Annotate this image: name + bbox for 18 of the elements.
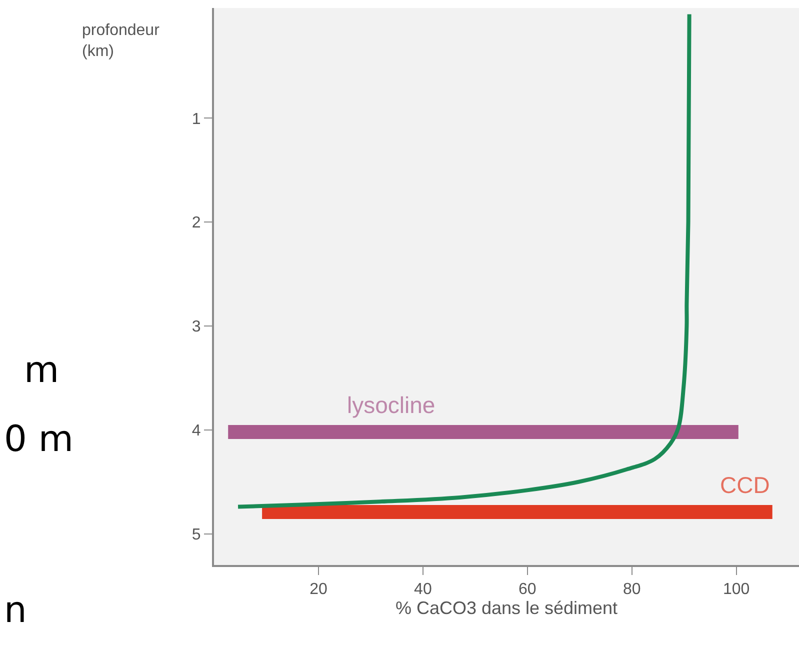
x-tick-label: 100 <box>722 581 750 598</box>
x-tick-label: 60 <box>518 581 536 598</box>
series-label: CCD <box>720 472 770 498</box>
x-axis-title: % CaCO3 dans le sédiment <box>395 598 618 618</box>
text: m <box>24 350 60 391</box>
line-series <box>236 12 692 509</box>
y-tick-label: 1 <box>192 110 201 128</box>
x-tick-label: 80 <box>622 581 641 598</box>
series-label: lysocline <box>347 392 436 418</box>
y-tick-label: 5 <box>192 526 201 544</box>
y-axis-title: profondeur (km) <box>82 22 160 60</box>
y-tick-label: 3 <box>192 318 201 336</box>
text: n <box>4 590 27 631</box>
text: 0 m <box>4 419 74 460</box>
x-tick-label: 40 <box>414 581 432 598</box>
x-tick-label: 20 <box>310 581 328 598</box>
y-tick-label: 2 <box>192 214 201 232</box>
y-tick-label: 4 <box>192 422 201 440</box>
